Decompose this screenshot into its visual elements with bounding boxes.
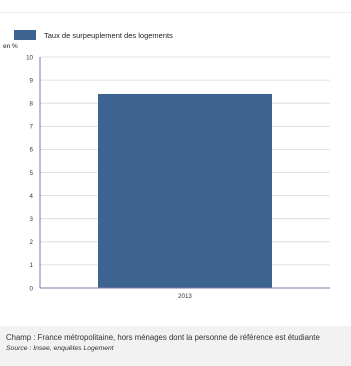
legend-swatch — [14, 30, 36, 40]
x-tick-label-2013: 2013 — [178, 293, 192, 300]
y-tick-label-5: 5 — [30, 170, 34, 177]
y-tick-label-4: 4 — [30, 193, 34, 200]
y-tick-label-7: 7 — [30, 124, 34, 131]
y-tick-label-2: 2 — [30, 239, 34, 246]
y-tick-label-3: 3 — [30, 216, 34, 223]
legend-label: Taux de surpeuplement des logements — [44, 30, 173, 40]
y-tick-label-10: 10 — [26, 54, 33, 61]
y-axis-unit-label: en % — [3, 43, 18, 50]
scope-note: Champ : France métropolitaine, hors ména… — [6, 333, 320, 342]
y-tick-label-0: 0 — [30, 285, 34, 292]
chart-footer: Champ : France métropolitaine, hors ména… — [0, 326, 351, 366]
bar-chart: 0 1 2 3 4 5 6 7 8 9 10 2013 — [26, 54, 330, 300]
y-tick-label-1: 1 — [30, 262, 34, 269]
chart-legend: Taux de surpeuplement des logements — [14, 29, 173, 41]
y-tick-label-6: 6 — [30, 147, 34, 154]
y-tick-label-9: 9 — [30, 77, 34, 84]
top-divider — [0, 12, 351, 13]
source-note: Source : Insee, enquêtes Logement — [6, 344, 114, 352]
y-tick-label-8: 8 — [30, 101, 34, 108]
bar-2013 — [98, 93, 272, 289]
